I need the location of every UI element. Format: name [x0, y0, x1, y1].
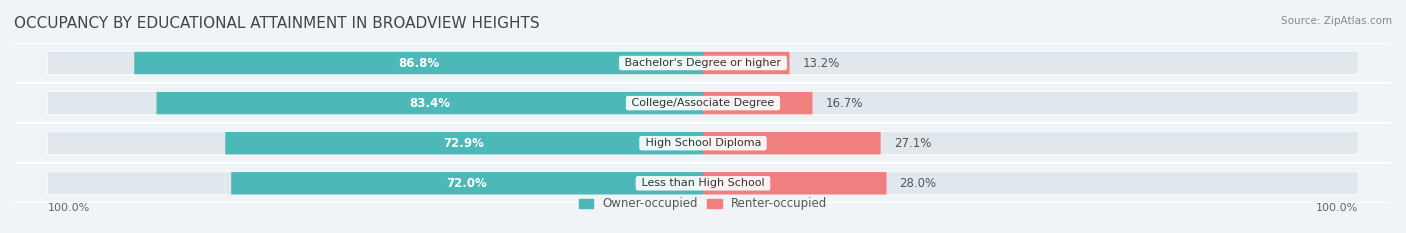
- Text: OCCUPANCY BY EDUCATIONAL ATTAINMENT IN BROADVIEW HEIGHTS: OCCUPANCY BY EDUCATIONAL ATTAINMENT IN B…: [14, 16, 540, 31]
- FancyBboxPatch shape: [703, 132, 880, 154]
- FancyBboxPatch shape: [703, 172, 887, 195]
- FancyBboxPatch shape: [231, 172, 703, 195]
- Text: 83.4%: 83.4%: [409, 97, 450, 110]
- Text: 13.2%: 13.2%: [803, 57, 839, 69]
- Text: 100.0%: 100.0%: [1316, 203, 1358, 213]
- Text: 86.8%: 86.8%: [398, 57, 439, 69]
- FancyBboxPatch shape: [703, 52, 790, 74]
- FancyBboxPatch shape: [703, 132, 1358, 155]
- FancyBboxPatch shape: [48, 172, 703, 195]
- Text: 27.1%: 27.1%: [894, 137, 931, 150]
- Text: 72.9%: 72.9%: [444, 137, 485, 150]
- FancyBboxPatch shape: [134, 52, 703, 74]
- FancyBboxPatch shape: [703, 172, 1358, 195]
- FancyBboxPatch shape: [703, 51, 1358, 74]
- Text: Source: ZipAtlas.com: Source: ZipAtlas.com: [1281, 16, 1392, 26]
- Text: 72.0%: 72.0%: [447, 177, 488, 190]
- FancyBboxPatch shape: [48, 92, 703, 115]
- FancyBboxPatch shape: [48, 51, 703, 74]
- Text: College/Associate Degree: College/Associate Degree: [628, 98, 778, 108]
- FancyBboxPatch shape: [703, 92, 813, 114]
- FancyBboxPatch shape: [703, 92, 1358, 115]
- Text: 28.0%: 28.0%: [900, 177, 936, 190]
- FancyBboxPatch shape: [225, 132, 703, 154]
- Text: Less than High School: Less than High School: [638, 178, 768, 188]
- Text: High School Diploma: High School Diploma: [641, 138, 765, 148]
- Text: Bachelor's Degree or higher: Bachelor's Degree or higher: [621, 58, 785, 68]
- FancyBboxPatch shape: [156, 92, 703, 114]
- Text: 16.7%: 16.7%: [825, 97, 863, 110]
- Text: 100.0%: 100.0%: [48, 203, 90, 213]
- FancyBboxPatch shape: [48, 132, 703, 155]
- Legend: Owner-occupied, Renter-occupied: Owner-occupied, Renter-occupied: [579, 197, 827, 210]
